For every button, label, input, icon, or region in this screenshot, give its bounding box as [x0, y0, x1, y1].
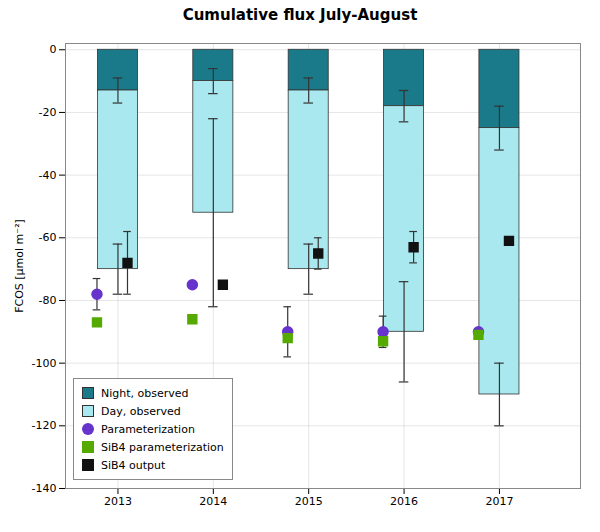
html-text:SiB4 parameterization: SiB4 parameterization: [101, 440, 224, 454]
html-text:Parameterization: Parameterization: [101, 422, 195, 436]
svg-text:2014: 2014: [199, 495, 227, 508]
html-text:Day, observed: Day, observed: [101, 404, 181, 418]
svg-text:-60: -60: [39, 231, 57, 244]
svg-text:-80: -80: [39, 294, 57, 307]
svg-text:-40: -40: [39, 169, 57, 182]
svg-text:2016: 2016: [390, 495, 418, 508]
html-text:Night, observed: Night, observed: [101, 386, 189, 400]
svg-text:-20: -20: [39, 106, 57, 119]
html-text:Cumulative flux July-August: Cumulative flux July-August: [182, 6, 418, 24]
svg-text:2017: 2017: [485, 495, 513, 508]
svg-text:-140: -140: [32, 482, 57, 495]
svg-text:FCOS [μmol m⁻²]: FCOS [μmol m⁻²]: [13, 219, 26, 313]
svg-text:-120: -120: [32, 419, 57, 432]
html-text:SiB4 output: SiB4 output: [101, 458, 166, 472]
svg-text:2013: 2013: [104, 495, 132, 508]
svg-text:2015: 2015: [295, 495, 323, 508]
svg-text:0: 0: [50, 43, 57, 56]
svg-text:-100: -100: [32, 357, 57, 370]
